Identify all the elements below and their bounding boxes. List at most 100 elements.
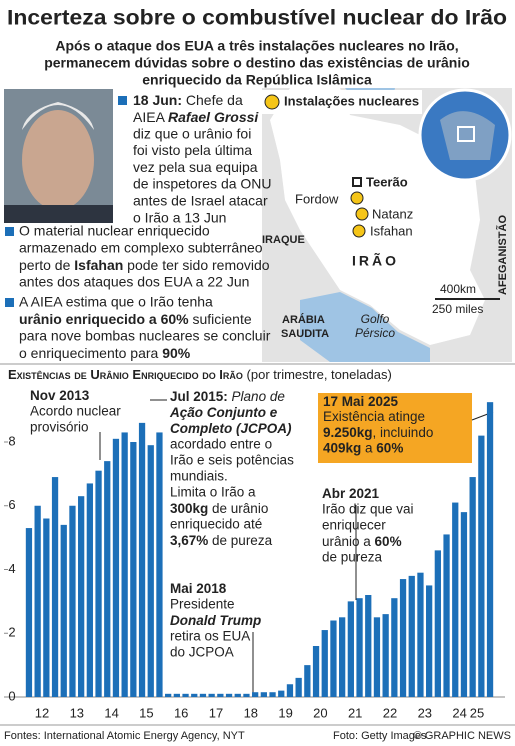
annotation: 9.250kg, incluindo xyxy=(323,425,433,440)
text-run: AIEA xyxy=(133,109,168,125)
text-run: 60% xyxy=(376,440,403,455)
bullet xyxy=(118,96,127,105)
annotation: Presidente xyxy=(170,597,235,612)
bar xyxy=(217,693,224,697)
bar xyxy=(478,435,485,697)
annotation: Irão diz que vai xyxy=(322,502,414,517)
note-text: O material nuclear enriquecido xyxy=(19,223,210,239)
bar xyxy=(43,518,50,697)
bar xyxy=(460,512,468,697)
bar xyxy=(199,693,207,697)
bar xyxy=(130,442,137,697)
text-run: Donald Trump xyxy=(170,613,261,628)
bar xyxy=(25,528,33,697)
annotation: Limita o Irão a xyxy=(170,485,256,500)
bar xyxy=(330,620,337,697)
bar xyxy=(208,693,215,697)
bar xyxy=(312,646,320,697)
bar xyxy=(86,483,93,697)
x-tick-label: 13 xyxy=(70,705,84,720)
bar xyxy=(34,505,41,697)
annotation: mundiais. xyxy=(170,469,228,484)
bar xyxy=(321,630,328,697)
y-tick-label: 8 xyxy=(8,433,15,448)
bar xyxy=(60,524,67,697)
annotation: retira os EUA xyxy=(170,629,250,644)
chart-subtitle: (por trimestre, toneladas) xyxy=(247,367,392,382)
note-text: diz que o urânio foi xyxy=(133,125,251,141)
region-label: IRÃO xyxy=(352,252,399,269)
text-run: 17 Mai 2025 xyxy=(323,394,399,409)
bar xyxy=(399,579,407,697)
bar xyxy=(365,595,372,697)
note-text: vez pela sua equipa xyxy=(133,159,258,175)
bar xyxy=(138,422,146,697)
map-legend: Instalações nucleares xyxy=(284,93,419,108)
map xyxy=(262,88,512,362)
text-run: 300kg xyxy=(170,501,208,516)
text-run: Completo (JCPOA) xyxy=(170,421,292,436)
text-run: de urânio xyxy=(208,501,268,516)
text-run: Plano de xyxy=(228,389,285,404)
text-run: 60% xyxy=(375,534,402,549)
chart-title-main: Existências de Urânio Enriquecido do Irã… xyxy=(8,367,243,382)
x-tick-label: 25 xyxy=(470,705,484,720)
x-tick-label: 16 xyxy=(174,705,188,720)
bar xyxy=(382,614,389,697)
bar xyxy=(443,534,450,697)
site-label: Teerão xyxy=(366,174,408,189)
text-run: , incluindo xyxy=(373,425,434,440)
note-text: A AIEA estima que o Irão tenha xyxy=(19,294,213,310)
annotation: acordado entre o xyxy=(170,437,272,452)
bar xyxy=(69,505,76,697)
annotation: 3,67% de pureza xyxy=(170,533,273,548)
region-label: IRAQUE xyxy=(262,234,305,246)
text-run: 3,67% xyxy=(170,533,208,548)
annotation: Completo (JCPOA) xyxy=(170,421,292,436)
text-run: 18 Jun: xyxy=(133,92,182,108)
text-run: Jul 2015: xyxy=(170,389,228,404)
note-text: 18 Jun: Chefe da xyxy=(133,92,243,108)
text-run: Isfahan xyxy=(74,257,123,273)
annotation: Donald Trump xyxy=(170,613,261,628)
bar xyxy=(426,585,433,697)
text-run: urânio enriquecido a 60% xyxy=(19,311,189,327)
x-tick-label: 18 xyxy=(244,705,258,720)
footer-photo: Foto: Getty Images xyxy=(333,730,427,742)
text-run: de pureza xyxy=(208,533,272,548)
note-text: antes de Israel atacar xyxy=(133,193,268,209)
bar xyxy=(417,572,424,697)
text-run: Nov 2013 xyxy=(30,388,90,403)
region-label: ARÁBIA xyxy=(282,313,325,326)
bar xyxy=(173,693,180,697)
bar xyxy=(104,461,111,697)
annotation: do JCPOA xyxy=(170,645,234,660)
bar xyxy=(156,432,163,697)
annotation: 17 Mai 2025 xyxy=(323,394,399,409)
text-run: Mai 2018 xyxy=(170,581,227,596)
annotation: Abr 2021 xyxy=(322,486,380,501)
x-tick-label: 24 xyxy=(452,705,466,720)
annotation: Existência atinge xyxy=(323,409,425,424)
bar xyxy=(147,445,154,697)
bar xyxy=(469,477,476,697)
y-tick-label: 6 xyxy=(8,497,15,512)
x-tick-label: 15 xyxy=(139,705,153,720)
text-run: 9.250kg xyxy=(323,425,373,440)
bar xyxy=(225,693,233,697)
bar xyxy=(191,693,198,697)
text-run: Ação Conjunto e xyxy=(169,405,278,420)
bar xyxy=(347,601,354,697)
bar xyxy=(339,617,346,697)
text-run: perto de xyxy=(19,257,74,273)
y-tick-label: 2 xyxy=(8,625,15,640)
bar xyxy=(234,693,241,697)
y-tick-label: 0 xyxy=(8,688,15,703)
bullet xyxy=(5,298,14,307)
text-run: urânio a xyxy=(322,534,375,549)
x-tick-label: 23 xyxy=(418,705,432,720)
annotation: de pureza xyxy=(322,550,383,565)
bar xyxy=(243,693,250,697)
site-label: Isfahan xyxy=(370,223,413,238)
